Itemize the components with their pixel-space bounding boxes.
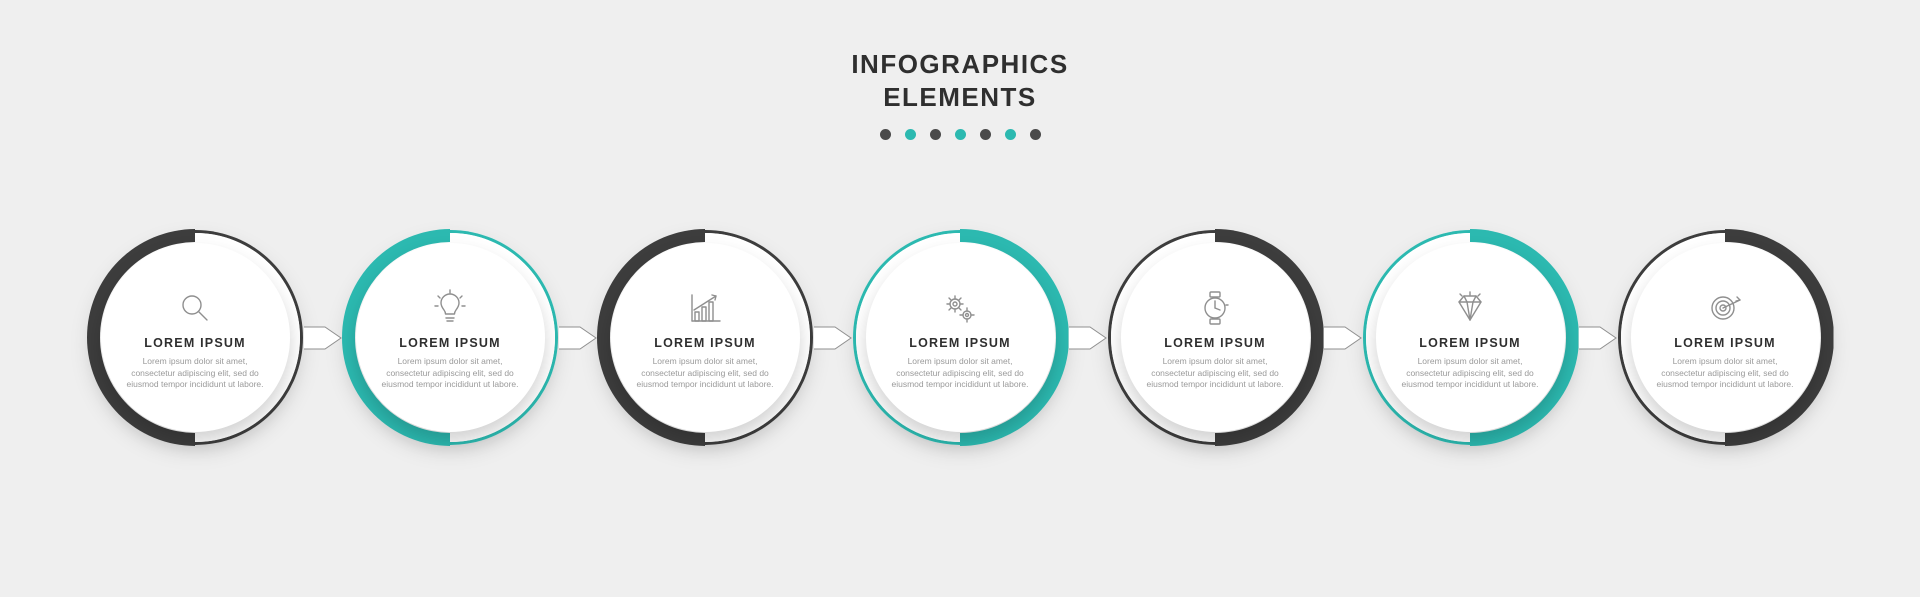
- step-body: Lorem ipsum dolor sit amet, consectetur …: [125, 356, 266, 392]
- step-7: LOREM IPSUM Lorem ipsum dolor sit amet, c…: [1618, 230, 1833, 445]
- title-dot-6: [1005, 129, 1016, 140]
- arrow-connector-3: [813, 321, 853, 355]
- page-title: INFOGRAPHICS ELEMENTS: [851, 48, 1068, 113]
- arrow-connector-2: [558, 321, 598, 355]
- bars-icon: [685, 288, 725, 328]
- title-dot-4: [955, 129, 966, 140]
- title-dot-3: [930, 129, 941, 140]
- arrow-connector-1: [303, 321, 343, 355]
- step-body: Lorem ipsum dolor sit amet, consectetur …: [890, 356, 1031, 392]
- step-disk: LOREM IPSUM Lorem ipsum dolor sit amet, c…: [1376, 243, 1565, 432]
- title-dots: [880, 129, 1041, 140]
- title-dot-1: [880, 129, 891, 140]
- step-disk: LOREM IPSUM Lorem ipsum dolor sit amet, c…: [101, 243, 290, 432]
- arrow-connector-4: [1068, 321, 1108, 355]
- step-disk: LOREM IPSUM Lorem ipsum dolor sit amet, c…: [866, 243, 1055, 432]
- step-body: Lorem ipsum dolor sit amet, consectetur …: [1400, 356, 1541, 392]
- steps-row: LOREM IPSUM Lorem ipsum dolor sit amet, c…: [0, 230, 1920, 445]
- step-4: LOREM IPSUM Lorem ipsum dolor sit amet, c…: [853, 230, 1068, 445]
- step-title: LOREM IPSUM: [1419, 336, 1520, 350]
- title-dot-5: [980, 129, 991, 140]
- target-icon: [1705, 288, 1745, 328]
- step-body: Lorem ipsum dolor sit amet, consectetur …: [1145, 356, 1286, 392]
- title-line-2: ELEMENTS: [883, 82, 1037, 112]
- step-title: LOREM IPSUM: [399, 336, 500, 350]
- infographic-canvas: INFOGRAPHICS ELEMENTS LOREM IPSUM Lorem i…: [0, 0, 1920, 597]
- step-body: Lorem ipsum dolor sit amet, consectetur …: [1655, 356, 1796, 392]
- step-disk: LOREM IPSUM Lorem ipsum dolor sit amet, c…: [1631, 243, 1820, 432]
- step-body: Lorem ipsum dolor sit amet, consectetur …: [635, 356, 776, 392]
- step-title: LOREM IPSUM: [144, 336, 245, 350]
- step-disk: LOREM IPSUM Lorem ipsum dolor sit amet, c…: [611, 243, 800, 432]
- title-dot-2: [905, 129, 916, 140]
- step-3: LOREM IPSUM Lorem ipsum dolor sit amet, c…: [598, 230, 813, 445]
- arrow-connector-6: [1578, 321, 1618, 355]
- magnifier-icon: [175, 288, 215, 328]
- step-title: LOREM IPSUM: [1674, 336, 1775, 350]
- step-5: LOREM IPSUM Lorem ipsum dolor sit amet, c…: [1108, 230, 1323, 445]
- step-title: LOREM IPSUM: [1164, 336, 1265, 350]
- step-disk: LOREM IPSUM Lorem ipsum dolor sit amet, c…: [1121, 243, 1310, 432]
- step-body: Lorem ipsum dolor sit amet, consectetur …: [380, 356, 521, 392]
- step-2: LOREM IPSUM Lorem ipsum dolor sit amet, c…: [343, 230, 558, 445]
- title-dot-7: [1030, 129, 1041, 140]
- step-1: LOREM IPSUM Lorem ipsum dolor sit amet, c…: [88, 230, 303, 445]
- arrow-connector-5: [1323, 321, 1363, 355]
- step-title: LOREM IPSUM: [654, 336, 755, 350]
- step-6: LOREM IPSUM Lorem ipsum dolor sit amet, c…: [1363, 230, 1578, 445]
- title-line-1: INFOGRAPHICS: [851, 49, 1068, 79]
- bulb-icon: [430, 288, 470, 328]
- step-title: LOREM IPSUM: [909, 336, 1010, 350]
- diamond-icon: [1450, 288, 1490, 328]
- watch-icon: [1195, 288, 1235, 328]
- step-disk: LOREM IPSUM Lorem ipsum dolor sit amet, c…: [356, 243, 545, 432]
- gears-icon: [940, 288, 980, 328]
